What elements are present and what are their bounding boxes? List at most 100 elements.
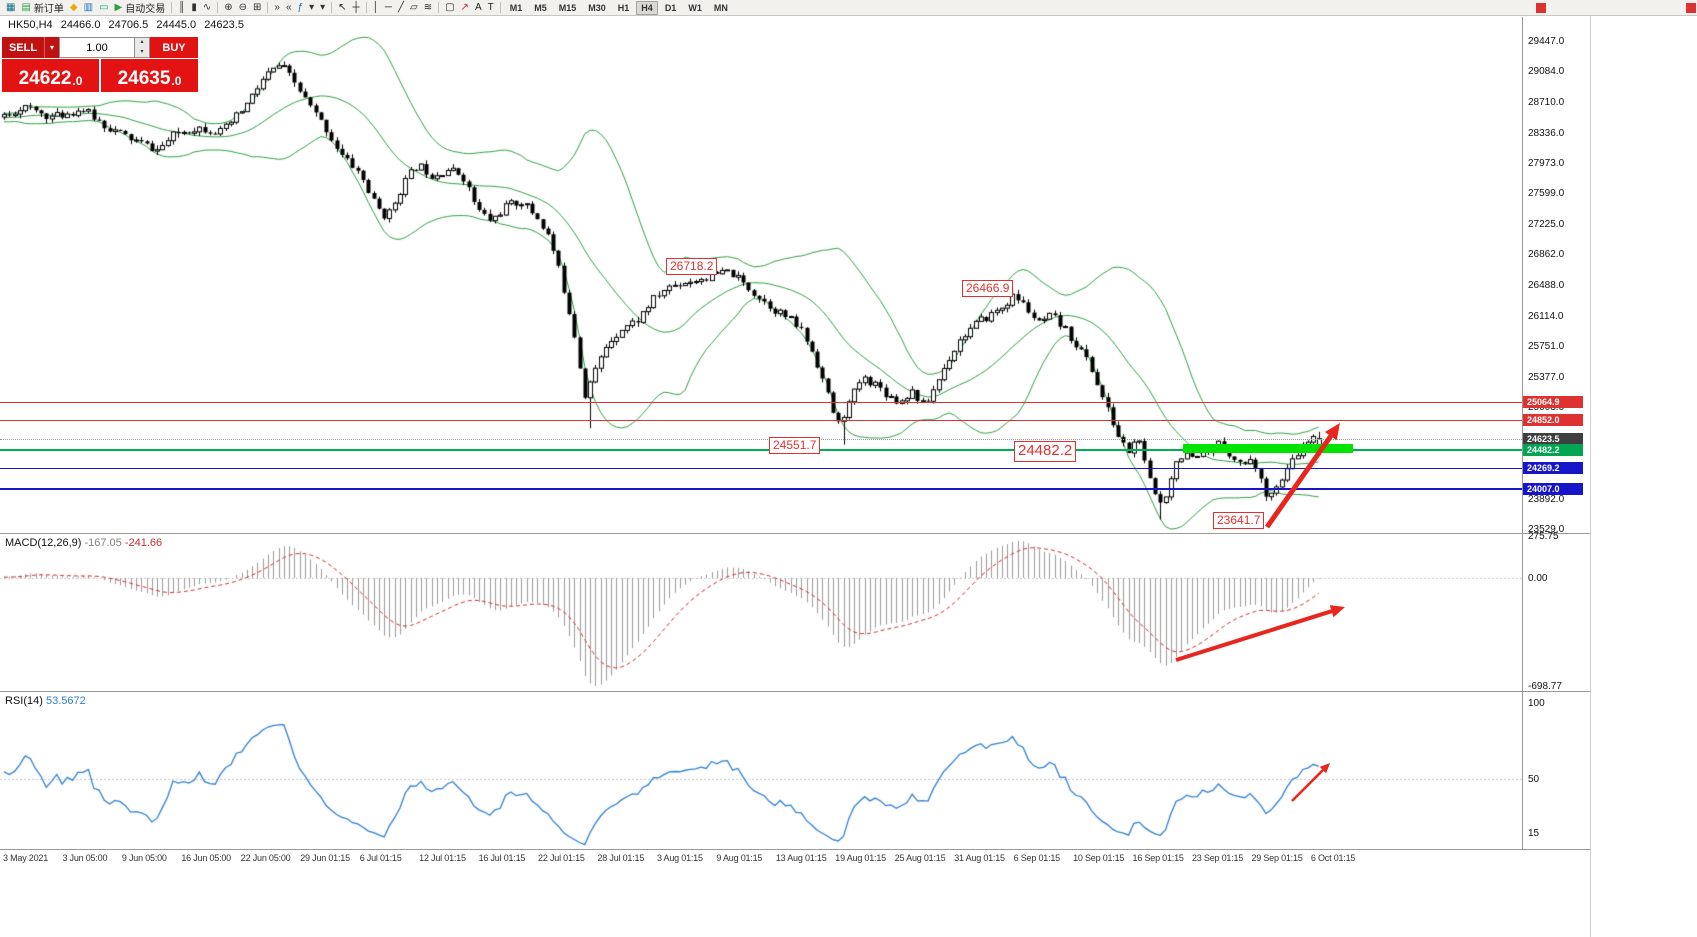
new-order-button[interactable]: ▤ 新订单 xyxy=(19,1,65,16)
price-annotation-label[interactable]: 26466.9 xyxy=(962,280,1014,297)
chart-profiles-icon: ◆ xyxy=(69,1,78,13)
trendline-icon[interactable]: ╱ xyxy=(396,1,406,15)
rsi-scale-label: 100 xyxy=(1528,698,1545,709)
sell-button[interactable]: SELL xyxy=(2,37,44,58)
timeframe-mn-button[interactable]: MN xyxy=(713,2,728,13)
indicators-icon[interactable]: ƒ xyxy=(296,1,306,15)
price-tag: 24482.2 xyxy=(1523,444,1583,456)
chart-profiles-icon[interactable]: ◆ xyxy=(68,1,80,15)
price-annotation-label[interactable]: 23641.7 xyxy=(1213,512,1265,529)
time-label: 29 Jun 01:15 xyxy=(300,853,350,863)
chevron-down-icon: ▾ xyxy=(49,43,54,52)
time-label: 9 Jun 05:00 xyxy=(121,853,167,863)
toolbar-separator xyxy=(171,2,173,13)
buy-button[interactable]: BUY xyxy=(150,37,198,58)
price-tag: 25064.9 xyxy=(1523,396,1583,408)
time-label: 28 Jul 01:15 xyxy=(597,853,645,863)
new-order-button-label: 新订单 xyxy=(33,4,64,15)
volume-input[interactable] xyxy=(59,37,135,58)
text-label-icon[interactable]: T xyxy=(486,1,496,15)
market-watch-icon: ▥ xyxy=(83,1,94,13)
time-label: 3 Aug 01:15 xyxy=(656,853,703,863)
timeframe-m30-button[interactable]: M30 xyxy=(588,2,606,13)
periods-dropdown-icon: ▾ xyxy=(309,1,315,13)
ohlc-low: 24445.0 xyxy=(156,19,197,31)
rsi-scale-label: 15 xyxy=(1528,828,1540,839)
buy-price-int: 24635 xyxy=(117,68,171,89)
rsi-value: 53.5672 xyxy=(45,695,86,707)
data-window-icon[interactable]: ▭ xyxy=(97,1,110,15)
axis-tick-label: 26862.0 xyxy=(1528,249,1565,261)
auto-scroll-icon[interactable]: » xyxy=(272,1,282,15)
candlestick-chart-icon[interactable]: ▮ xyxy=(189,1,199,15)
fibonacci-icon[interactable]: ≋ xyxy=(422,1,434,15)
trendline-icon: ╱ xyxy=(397,1,404,13)
timeframe-h4-button[interactable]: H4 xyxy=(636,0,658,15)
price-annotation-label[interactable]: 24551.7 xyxy=(769,437,821,454)
timeframe-h1-button[interactable]: H1 xyxy=(617,2,630,13)
resistance-line-upper[interactable] xyxy=(0,402,1522,403)
current-price-line[interactable] xyxy=(0,439,1522,440)
price-annotation-label[interactable]: 24482.2 xyxy=(1014,441,1077,462)
tile-windows-icon: ⊞ xyxy=(253,1,262,13)
corner-red-icon[interactable] xyxy=(1686,3,1696,13)
trade-panel-controls: SELL ▾ ▴ ▾ BUY xyxy=(2,37,198,58)
sell-price-int: 24622 xyxy=(18,68,72,89)
alert-red-icon[interactable] xyxy=(1536,3,1546,13)
price-axis-line xyxy=(1522,17,1523,849)
zoom-out-icon[interactable]: ⊖ xyxy=(237,1,249,15)
support-line-lower[interactable] xyxy=(0,488,1522,490)
support-zone-rect[interactable] xyxy=(1183,444,1353,453)
bar-chart-icon[interactable]: ║ xyxy=(176,1,187,15)
pivot-line-green[interactable] xyxy=(0,449,1522,451)
crosshair-icon: ┼ xyxy=(352,1,360,13)
timeframe-d1-button[interactable]: D1 xyxy=(664,2,677,13)
spin-up-icon[interactable]: ▴ xyxy=(140,39,144,45)
price-annotation-label[interactable]: 26718.2 xyxy=(666,258,718,275)
spin-down-icon[interactable]: ▾ xyxy=(140,48,144,55)
main-toolbar: ▦ ▤ 新订单 ◆ ▥ ▭ ▶ 自动交易 ║ ▮ ∿ ⊕ ⊖ ⊞» «ƒ ▾ ▾ ↖ ┼ │ ─ ╱ ▱ ≋ ▢ ↗ A T M1 M5 M… xyxy=(0,0,1697,16)
sell-price-display[interactable]: 24622 .0 xyxy=(2,59,99,92)
volume-stepper[interactable]: ▴ ▾ xyxy=(135,37,150,58)
sell-price-dec: .0 xyxy=(72,74,83,88)
play-icon: ▶ xyxy=(114,1,123,13)
templates-dropdown-icon[interactable]: ▾ xyxy=(318,1,327,15)
cursor-icon[interactable]: ↖ xyxy=(336,1,348,15)
axis-tick-label: 27599.0 xyxy=(1528,188,1565,200)
autotrading-button[interactable]: ▶ 自动交易 xyxy=(113,1,168,16)
trade-settings-dropdown[interactable]: ▾ xyxy=(44,37,59,58)
axis-tick-label: 29084.0 xyxy=(1528,65,1565,77)
arrows-icon[interactable]: ↗ xyxy=(459,1,471,15)
horizontal-line-icon[interactable]: ─ xyxy=(383,1,394,15)
chart-shift-icon[interactable]: « xyxy=(284,1,294,15)
equidistant-channel-icon: ▱ xyxy=(410,1,418,13)
time-label: 16 Jun 05:00 xyxy=(181,853,231,863)
crosshair-icon[interactable]: ┼ xyxy=(351,1,362,15)
horizontal-line-icon: ─ xyxy=(384,1,392,13)
timeframe-m1-button[interactable]: M1 xyxy=(509,2,523,13)
panel-separator xyxy=(0,849,1590,850)
text-icon[interactable]: A xyxy=(473,1,484,15)
axis-tick-label: 23892.0 xyxy=(1528,493,1565,505)
time-label: 3 May 2021 xyxy=(3,853,49,863)
zoom-in-icon[interactable]: ⊕ xyxy=(222,1,234,15)
timeframe-m15-button[interactable]: M15 xyxy=(558,2,577,13)
equidistant-channel-icon[interactable]: ▱ xyxy=(408,1,420,15)
shapes-icon[interactable]: ▢ xyxy=(443,1,456,15)
new-chart-icon[interactable]: ▦ xyxy=(4,1,17,15)
time-label: 16 Jul 01:15 xyxy=(478,853,526,863)
buy-price-display[interactable]: 24635 .0 xyxy=(101,59,198,92)
macd-signal-value: -241.66 xyxy=(124,537,163,549)
tile-windows-icon[interactable]: ⊞ xyxy=(251,1,263,15)
vertical-line-icon[interactable]: │ xyxy=(371,1,381,15)
rsi-indicator-label: RSI(14) 53.5672 xyxy=(5,695,86,707)
resistance-line-lower[interactable] xyxy=(0,420,1522,421)
support-line-upper[interactable] xyxy=(0,468,1522,469)
timeframe-m5-button[interactable]: M5 xyxy=(534,2,547,13)
toolbar-separator xyxy=(438,2,440,13)
market-watch-icon[interactable]: ▥ xyxy=(82,1,95,15)
line-chart-icon[interactable]: ∿ xyxy=(201,1,213,15)
timeframe-w1-button[interactable]: W1 xyxy=(688,2,702,13)
periods-dropdown-icon[interactable]: ▾ xyxy=(307,1,316,15)
